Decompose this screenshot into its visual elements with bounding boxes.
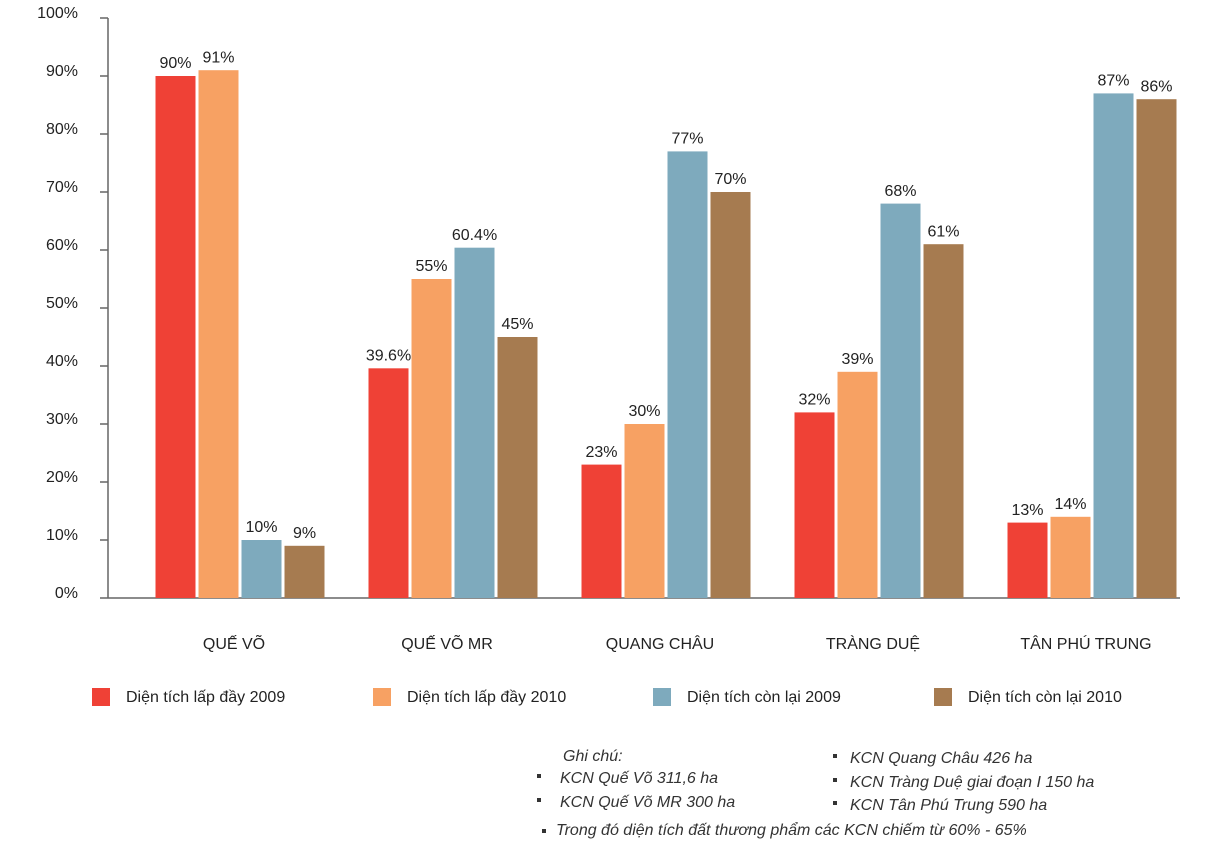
bar: [1093, 93, 1134, 599]
bar: [284, 545, 325, 598]
bullet: [537, 774, 541, 778]
bullet: [833, 778, 837, 782]
x-tick-label: TRÀNG DUỆ: [826, 634, 920, 653]
data-label: 32%: [798, 392, 830, 409]
bar: [497, 337, 538, 598]
y-tick-label: 50%: [46, 295, 78, 312]
legend-swatch: [653, 688, 671, 706]
x-tick-label: TÂN PHÚ TRUNG: [1020, 634, 1151, 653]
bar: [581, 464, 622, 598]
data-label: 61%: [927, 223, 959, 240]
legend-swatch: [92, 688, 110, 706]
legend-label: Diện tích lấp đầy 2009: [126, 689, 285, 706]
data-label: 70%: [714, 171, 746, 188]
bullet: [537, 798, 541, 802]
bar: [624, 424, 665, 598]
bar: [368, 368, 409, 598]
legend-label: Diện tích lấp đầy 2010: [407, 689, 566, 706]
bar: [1007, 522, 1048, 598]
y-tick-label: 60%: [46, 237, 78, 254]
data-label: 87%: [1097, 73, 1129, 90]
y-tick-label: 20%: [46, 469, 78, 486]
bullet: [542, 829, 546, 833]
data-label: 90%: [159, 55, 191, 72]
y-tick-label: 0%: [55, 585, 78, 602]
y-tick-label: 100%: [37, 5, 78, 22]
bar: [880, 203, 921, 598]
data-label: 55%: [415, 258, 447, 275]
y-tick-label: 80%: [46, 121, 78, 138]
bar: [454, 247, 495, 598]
data-label: 10%: [245, 519, 277, 536]
data-label: 91%: [202, 49, 234, 66]
note: KCN Tràng Duệ giai đoạn I 150 ha: [850, 774, 1094, 791]
y-tick-label: 10%: [46, 527, 78, 544]
data-label: 13%: [1011, 502, 1043, 519]
bullet: [833, 754, 837, 758]
data-label: 23%: [585, 444, 617, 461]
y-tick-label: 90%: [46, 63, 78, 80]
note: KCN Quang Châu 426 ha: [850, 750, 1032, 767]
x-tick-label: QUẾ VÕ: [203, 633, 265, 653]
note: KCN Tân Phú Trung 590 ha: [850, 797, 1047, 814]
bar: [667, 151, 708, 598]
data-label: 39%: [841, 351, 873, 368]
bar: [923, 244, 964, 598]
bar: [710, 192, 751, 598]
data-label: 86%: [1140, 78, 1172, 95]
note: KCN Quế Võ 311,6 ha: [560, 770, 718, 787]
x-tick-label: QUANG CHÂU: [606, 634, 714, 653]
data-label: 77%: [671, 131, 703, 148]
data-label: 39.6%: [366, 348, 411, 365]
bar: [1136, 99, 1177, 598]
data-label: 45%: [501, 316, 533, 333]
legend-swatch: [373, 688, 391, 706]
legend-label: Diện tích còn lại 2009: [687, 689, 841, 706]
bar: [241, 540, 282, 598]
data-label: 9%: [293, 525, 316, 542]
data-label: 68%: [884, 183, 916, 200]
data-label: 30%: [628, 403, 660, 420]
note: Trong đó diện tích đất thương phẩm các K…: [556, 821, 1027, 839]
bar: [155, 76, 196, 598]
y-tick-label: 30%: [46, 411, 78, 428]
bar: [198, 70, 239, 598]
bullet: [833, 801, 837, 805]
notes-title: Ghi chú:: [563, 748, 623, 765]
note: KCN Quế Võ MR 300 ha: [560, 794, 735, 811]
legend-label: Diện tích còn lại 2010: [968, 689, 1122, 706]
data-label: 14%: [1054, 496, 1086, 513]
bar: [411, 279, 452, 598]
x-tick-label: QUẾ VÕ MR: [401, 633, 493, 653]
y-tick-label: 70%: [46, 179, 78, 196]
bar: [1050, 516, 1091, 598]
data-label: 60.4%: [452, 227, 497, 244]
y-tick-label: 40%: [46, 353, 78, 370]
bar: [794, 412, 835, 598]
legend-swatch: [934, 688, 952, 706]
bar: [837, 371, 878, 598]
